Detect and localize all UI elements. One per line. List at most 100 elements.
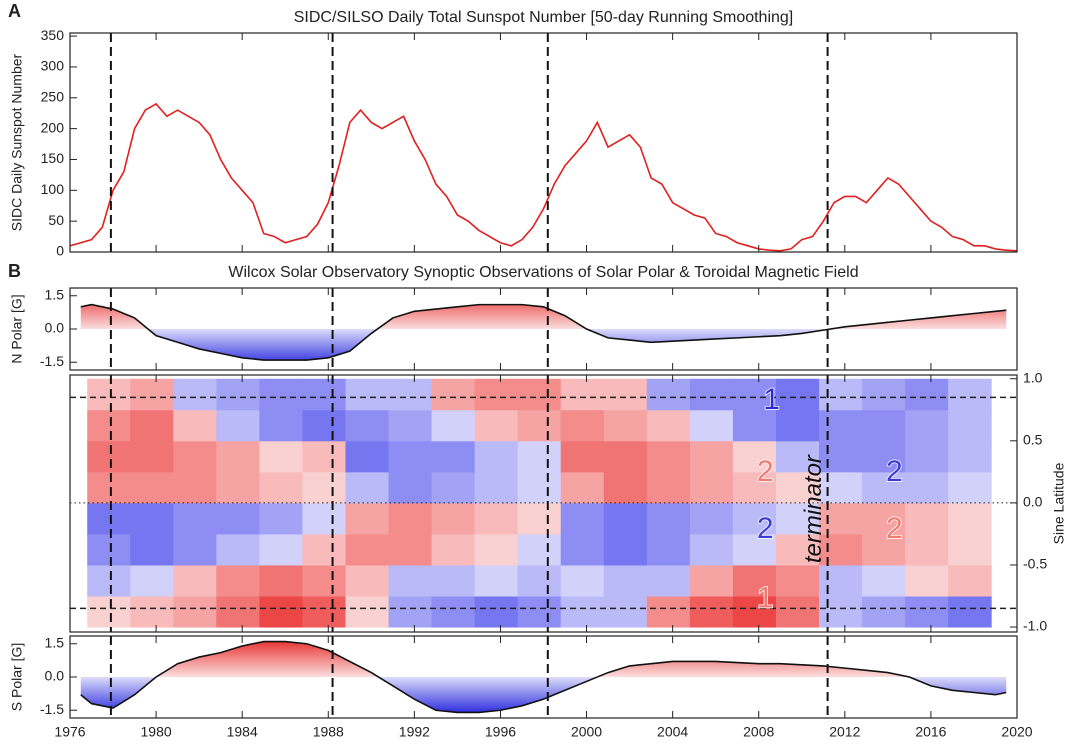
toroidal-cell [689,564,734,597]
x-tick-label: 2000 [571,724,602,740]
toroidal-cell [216,471,260,504]
toroidal-cell [474,440,519,473]
toroidal-cell [431,440,476,473]
toroidal-cell [474,378,519,411]
toroidal-cell [775,533,820,566]
toroidal-cell [818,564,863,597]
annotation: terminator [800,454,827,563]
toroidal-cell [732,502,777,535]
toroidal-cell [905,409,949,442]
toroidal-cell [732,595,777,628]
toroidal-cell [302,440,346,473]
toroidal-cell [603,409,648,442]
y-axis-label: N Polar [G] [9,294,25,363]
toroidal-cell [216,533,260,566]
toroidal-cell [689,471,734,504]
toroidal-cell [905,471,949,504]
toroidal-cell [862,533,906,566]
toroidal-cell [560,471,605,504]
plot-frame [69,32,1018,253]
toroidal-cell [646,564,691,597]
y-tick-label: 100 [41,181,65,197]
toroidal-cell [388,471,433,504]
toroidal-cell [560,533,605,566]
toroidal-cell [173,502,217,535]
toroidal-cell [905,378,949,411]
toroidal-cell [302,409,346,442]
toroidal-cell [818,440,863,473]
toroidal-cell [732,440,777,473]
toroidal-cell [905,564,949,597]
toroidal-cell [259,564,303,597]
toroidal-cell [431,564,476,597]
toroidal-cell [948,533,992,566]
toroidal-cell [173,595,217,628]
x-tick-label: 2016 [915,724,946,740]
toroidal-cell [259,440,303,473]
toroidal-cell [216,595,260,628]
toroidal-cell [560,502,605,535]
toroidal-cell [130,378,174,411]
toroidal-cell [818,533,863,566]
toroidal-cell [560,378,605,411]
x-tick-label: 1992 [399,724,430,740]
toroidal-cell [560,564,605,597]
toroidal-cell [818,502,863,535]
x-tick-label: 1984 [227,724,258,740]
toroidal-cell [431,502,476,535]
toroidal-cell [259,471,303,504]
toroidal-cell [689,409,734,442]
toroidal-cell [775,595,820,628]
toroidal-cell [862,502,906,535]
toroidal-cell [388,502,433,535]
toroidal-cell [302,564,346,597]
y-tick-label: 1.0 [1023,369,1043,385]
toroidal-cell [431,595,476,628]
toroidal-cell [87,471,131,504]
toroidal-cell [345,533,390,566]
toroidal-cell [87,409,131,442]
toroidal-cell [775,564,820,597]
toroidal-cell [603,533,648,566]
toroidal-cell [302,378,346,411]
toroidal-cell [345,502,390,535]
annotation: 2 [757,512,774,545]
y-tick-label: 0.0 [45,320,65,336]
toroidal-cell [560,595,605,628]
toroidal-cell [474,564,519,597]
toroidal-cell [775,502,820,535]
y-axis-label: S Polar [G] [9,643,25,711]
y-tick-label: 1.5 [45,286,65,302]
toroidal-cell [646,533,691,566]
toroidal-cell [388,440,433,473]
toroidal-cell [388,595,433,628]
toroidal-cell [862,564,906,597]
toroidal-cell [603,564,648,597]
toroidal-cell [862,595,906,628]
toroidal-cell [603,440,648,473]
toroidal-cell [689,595,734,628]
positive-fill [80,641,1007,677]
toroidal-cell [173,471,217,504]
toroidal-cell [775,409,820,442]
toroidal-cell [130,409,174,442]
positive-fill [80,304,1007,329]
y-tick-label: 300 [41,58,65,74]
toroidal-cell [87,533,131,566]
toroidal-cell [130,502,174,535]
toroidal-cell [345,378,390,411]
toroidal-cell [87,595,131,628]
toroidal-cell [689,378,734,411]
toroidal-cell [302,595,346,628]
toroidal-cell [948,378,992,411]
panel-title: SIDC/SILSO Daily Total Sunspot Number [5… [294,9,794,26]
sunspot-line [69,102,1018,252]
toroidal-cell [948,595,992,628]
toroidal-cell [603,502,648,535]
y-tick-label: 0.0 [45,668,65,684]
toroidal-cell [474,533,519,566]
x-tick-label: 1996 [485,724,516,740]
toroidal-cell [646,440,691,473]
y-tick-label: 1.5 [45,634,65,650]
